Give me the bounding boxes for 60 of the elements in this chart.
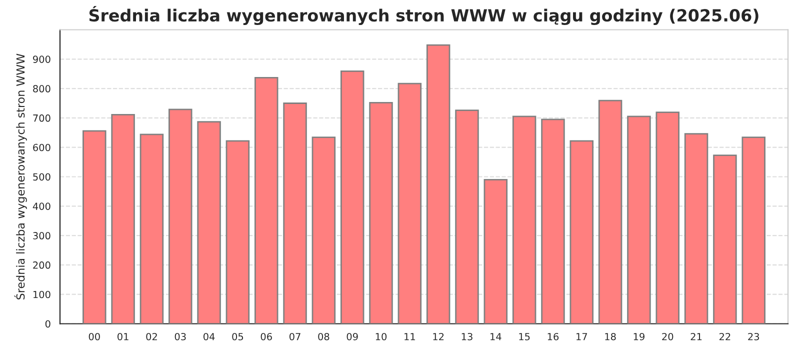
x-tick-label: 10 — [376, 332, 387, 340]
x-tick-label: 08 — [318, 332, 330, 340]
x-tick-label: 04 — [203, 332, 215, 340]
y-tick-label: 700 — [33, 114, 50, 122]
bar — [398, 82, 422, 324]
x-tick-label: 06 — [260, 332, 272, 340]
bar — [111, 114, 135, 324]
x-tick-label: 07 — [289, 332, 300, 340]
bar — [283, 102, 307, 324]
bar — [742, 136, 766, 324]
x-tick-label: 19 — [634, 332, 644, 340]
y-tick-label: 400 — [32, 202, 50, 210]
bar — [455, 110, 479, 324]
y-tick-label: 500 — [33, 173, 50, 181]
y-tick-label: 200 — [33, 261, 50, 269]
x-tick-label: 17 — [576, 333, 587, 340]
bar — [627, 116, 651, 324]
bar — [426, 44, 450, 324]
x-tick-label: 05 — [232, 332, 244, 340]
bar — [140, 134, 164, 324]
x-tick-label: 09 — [346, 332, 358, 340]
x-tick-label: 20 — [662, 332, 674, 340]
bar — [369, 102, 393, 324]
x-tick-label: 11 — [404, 333, 415, 340]
bar — [512, 116, 536, 324]
bar — [168, 108, 192, 324]
bar — [570, 140, 594, 324]
bar — [541, 118, 565, 324]
x-tick-label: 03 — [174, 332, 186, 340]
bar — [82, 130, 106, 324]
y-tick-label: 300 — [33, 232, 50, 240]
x-tick-label: 22 — [719, 332, 730, 340]
x-tick-label: 13 — [462, 332, 472, 340]
x-tick-label: 23 — [748, 332, 760, 340]
x-tick-label: 14 — [490, 333, 502, 340]
x-tick-label: 21 — [690, 332, 702, 340]
chart-title: Średnia liczba wygenerowanych stron WWW w ciągu godziny (2025.06) — [89, 6, 758, 26]
y-axis-title: Średnia liczba wygenerowanych stron WWW — [14, 54, 27, 300]
bar — [684, 133, 708, 324]
x-tick-label: 12 — [433, 332, 444, 340]
x-tick-label: 15 — [519, 333, 530, 340]
bar — [226, 140, 250, 324]
x-tick-label: 16 — [548, 332, 559, 340]
bar — [598, 100, 622, 324]
x-tick-label: 01 — [118, 332, 128, 340]
y-tick-label: 900 — [33, 56, 50, 63]
x-tick-label: 00 — [88, 332, 100, 340]
x-tick-label: 18 — [605, 332, 616, 340]
bar — [254, 76, 278, 324]
y-tick-label: 800 — [33, 85, 50, 92]
x-tick-label: 02 — [146, 332, 157, 340]
y-tick-label: 600 — [33, 144, 50, 152]
bar — [312, 136, 336, 324]
bar — [656, 112, 680, 324]
bar — [340, 70, 364, 324]
bar — [713, 154, 737, 324]
bar — [484, 178, 508, 324]
y-tick-label: 100 — [33, 290, 50, 298]
bar — [197, 121, 221, 324]
y-tick-label: 0 — [45, 320, 50, 328]
